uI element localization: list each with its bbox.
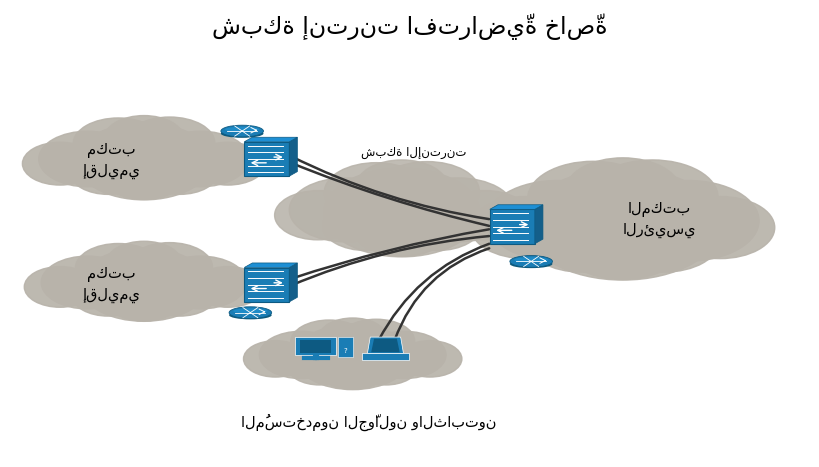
Text: ?: ? [343,347,346,354]
Ellipse shape [229,307,271,318]
Ellipse shape [229,311,271,319]
Ellipse shape [233,309,267,313]
Ellipse shape [220,125,263,137]
Text: المكتب
الرئيسي: المكتب الرئيسي [622,201,695,238]
Text: مكتب
إقليمي: مكتب إقليمي [82,267,140,303]
Text: شبكة الإنترنت: شبكة الإنترنت [361,146,466,159]
Ellipse shape [509,260,552,268]
FancyBboxPatch shape [361,354,409,361]
Polygon shape [534,205,542,244]
FancyBboxPatch shape [489,209,534,244]
Ellipse shape [514,257,548,262]
FancyBboxPatch shape [338,337,352,357]
Text: مكتب
إقليمي: مكتب إقليمي [82,143,140,179]
Ellipse shape [220,129,263,138]
Text: المُستخدمون الجوّالون والثابتون: المُستخدمون الجوّالون والثابتون [241,413,496,431]
Polygon shape [289,137,297,176]
Polygon shape [489,205,542,209]
Polygon shape [244,263,297,268]
Polygon shape [244,137,297,142]
Ellipse shape [225,127,259,132]
Polygon shape [371,339,399,352]
Polygon shape [367,337,403,354]
FancyBboxPatch shape [295,337,336,354]
Polygon shape [289,263,297,302]
FancyBboxPatch shape [300,340,331,353]
Text: شبكة إنترنت افتراضيّة خاصّة: شبكة إنترنت افتراضيّة خاصّة [212,13,607,40]
Ellipse shape [509,255,552,267]
FancyBboxPatch shape [244,142,289,176]
FancyBboxPatch shape [244,268,289,302]
